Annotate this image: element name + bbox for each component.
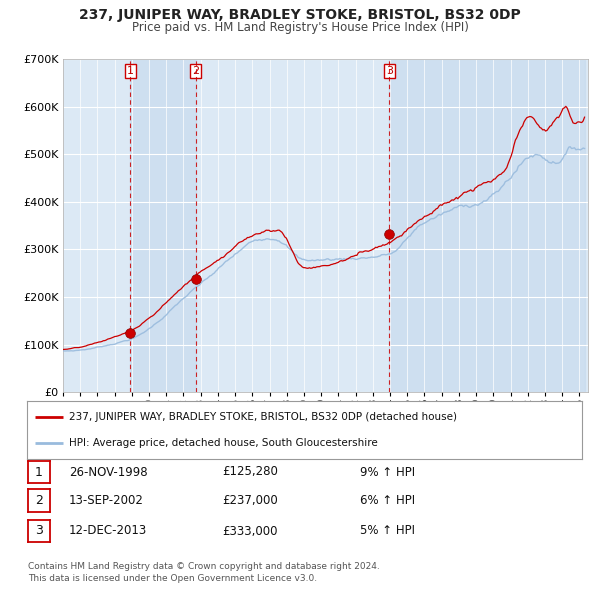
Text: 12-DEC-2013: 12-DEC-2013 — [69, 525, 147, 537]
Text: 2: 2 — [192, 66, 199, 76]
Text: 2: 2 — [35, 494, 43, 507]
Bar — [130, 59, 196, 392]
Text: 5% ↑ HPI: 5% ↑ HPI — [360, 525, 415, 537]
Text: Price paid vs. HM Land Registry's House Price Index (HPI): Price paid vs. HM Land Registry's House … — [131, 21, 469, 34]
Text: £333,000: £333,000 — [222, 525, 277, 537]
Text: 3: 3 — [35, 525, 43, 537]
Text: Contains HM Land Registry data © Crown copyright and database right 2024.
This d: Contains HM Land Registry data © Crown c… — [28, 562, 379, 583]
Text: 237, JUNIPER WAY, BRADLEY STOKE, BRISTOL, BS32 0DP (detached house): 237, JUNIPER WAY, BRADLEY STOKE, BRISTOL… — [68, 412, 457, 422]
Text: £125,280: £125,280 — [222, 466, 278, 478]
Text: 1: 1 — [127, 66, 134, 76]
Text: £237,000: £237,000 — [222, 494, 278, 507]
Text: 237, JUNIPER WAY, BRADLEY STOKE, BRISTOL, BS32 0DP: 237, JUNIPER WAY, BRADLEY STOKE, BRISTOL… — [79, 8, 521, 22]
Text: 3: 3 — [386, 66, 392, 76]
Text: HPI: Average price, detached house, South Gloucestershire: HPI: Average price, detached house, Sout… — [68, 438, 377, 448]
Text: 13-SEP-2002: 13-SEP-2002 — [69, 494, 144, 507]
Text: 6% ↑ HPI: 6% ↑ HPI — [360, 494, 415, 507]
Text: 9% ↑ HPI: 9% ↑ HPI — [360, 466, 415, 478]
Bar — [389, 59, 584, 392]
Text: 1: 1 — [35, 466, 43, 478]
Text: 26-NOV-1998: 26-NOV-1998 — [69, 466, 148, 478]
